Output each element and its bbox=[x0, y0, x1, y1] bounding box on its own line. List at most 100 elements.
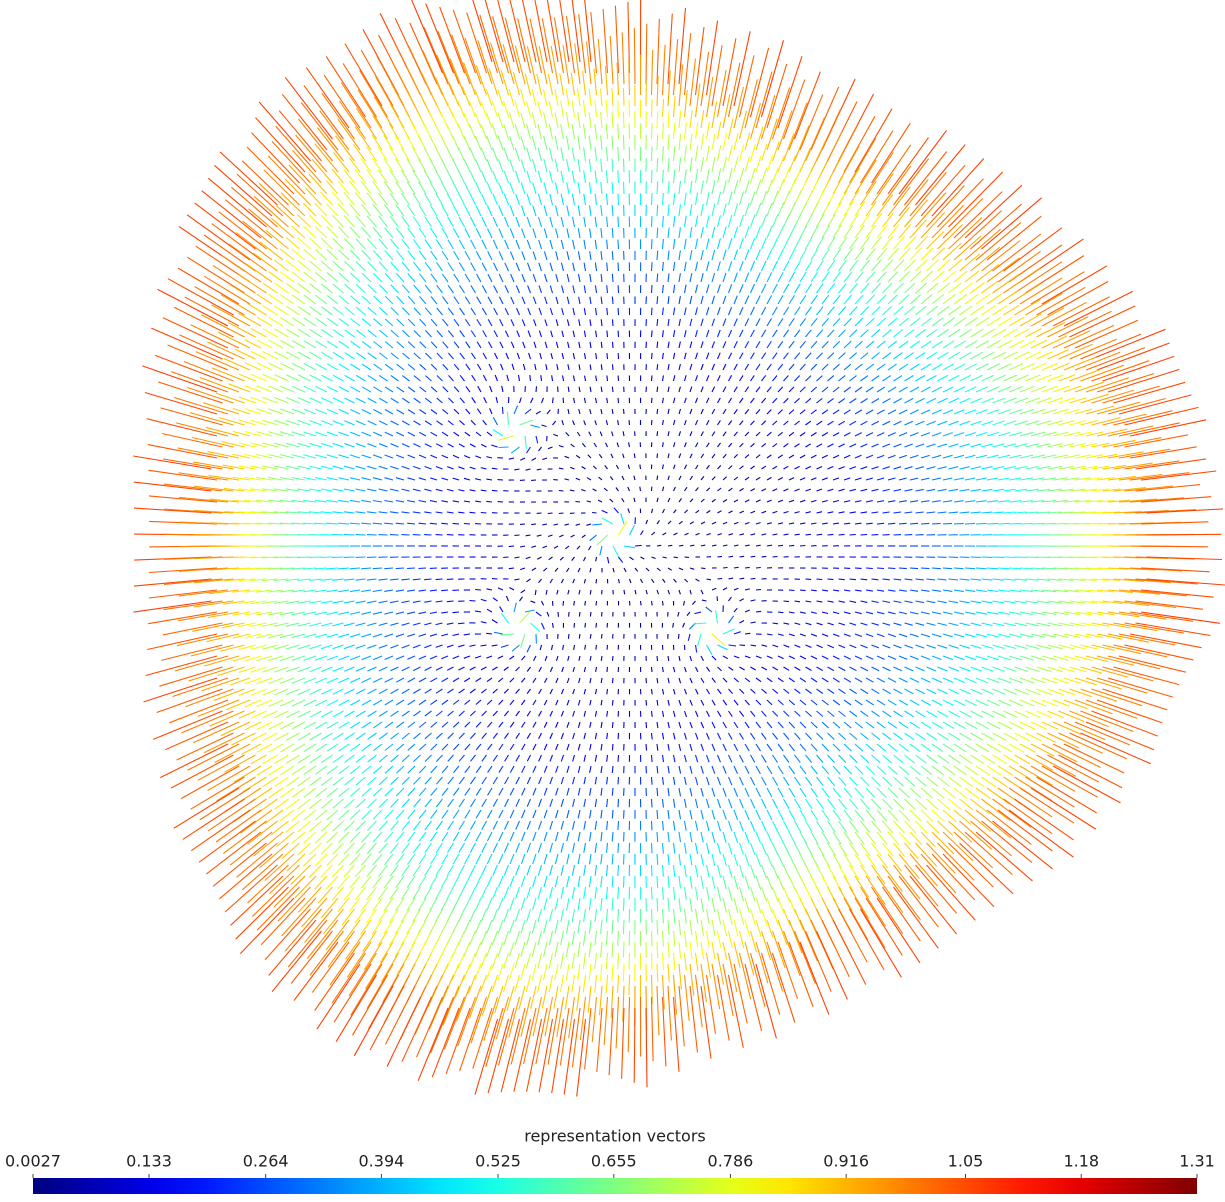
vector bbox=[783, 420, 789, 426]
vector bbox=[854, 454, 862, 459]
vector bbox=[915, 710, 926, 718]
vector bbox=[401, 215, 410, 228]
vector bbox=[992, 644, 1005, 650]
vector bbox=[981, 280, 999, 294]
vector bbox=[1008, 677, 1023, 684]
vector bbox=[497, 112, 504, 129]
vector bbox=[915, 644, 925, 649]
vector bbox=[882, 236, 894, 250]
vector bbox=[755, 179, 762, 195]
vector bbox=[931, 317, 944, 327]
vector bbox=[402, 352, 410, 360]
vector bbox=[860, 282, 870, 294]
vector bbox=[970, 710, 983, 718]
vector bbox=[904, 666, 914, 672]
vector bbox=[755, 809, 762, 821]
vector bbox=[1019, 362, 1035, 371]
vector bbox=[942, 633, 953, 638]
vector bbox=[267, 522, 284, 525]
vector bbox=[401, 488, 410, 492]
vector bbox=[549, 820, 554, 830]
vector bbox=[656, 544, 662, 547]
vector bbox=[694, 192, 699, 206]
vector bbox=[321, 420, 333, 426]
vector bbox=[435, 170, 443, 184]
vector bbox=[566, 296, 570, 305]
vector bbox=[981, 511, 993, 514]
vector bbox=[926, 282, 939, 294]
vector bbox=[651, 578, 655, 583]
vector bbox=[554, 135, 559, 151]
vector bbox=[920, 677, 931, 683]
vector bbox=[208, 474, 240, 481]
vector bbox=[389, 578, 399, 581]
vector bbox=[474, 89, 482, 107]
vector bbox=[871, 754, 881, 764]
vector bbox=[509, 135, 515, 151]
vector bbox=[1096, 372, 1155, 393]
vector bbox=[279, 476, 295, 481]
vector bbox=[315, 699, 328, 707]
vector bbox=[291, 699, 306, 707]
vector bbox=[474, 112, 482, 129]
vector bbox=[959, 282, 974, 294]
vector bbox=[361, 721, 372, 729]
vector bbox=[445, 100, 455, 118]
vector bbox=[446, 622, 454, 625]
vector bbox=[222, 464, 245, 470]
vector bbox=[865, 432, 874, 437]
vector bbox=[278, 110, 322, 162]
vector bbox=[854, 500, 862, 503]
vector bbox=[232, 633, 251, 639]
vector bbox=[592, 488, 597, 492]
vector bbox=[232, 611, 251, 616]
vector bbox=[320, 214, 333, 228]
vector bbox=[1074, 677, 1097, 686]
vector bbox=[482, 419, 487, 426]
vector bbox=[535, 410, 541, 415]
vector bbox=[326, 294, 339, 305]
vector bbox=[555, 274, 559, 283]
vector bbox=[700, 544, 706, 547]
vector bbox=[527, 285, 532, 294]
vector bbox=[761, 465, 767, 470]
vector bbox=[827, 533, 834, 536]
vector bbox=[280, 339, 295, 349]
vector bbox=[794, 776, 801, 786]
vector bbox=[672, 622, 675, 628]
vector bbox=[407, 341, 416, 349]
vector bbox=[549, 193, 554, 206]
vector bbox=[882, 511, 890, 514]
vector bbox=[771, 190, 779, 206]
vector bbox=[1019, 431, 1034, 437]
vector bbox=[783, 213, 790, 228]
vector bbox=[487, 296, 493, 305]
vector bbox=[418, 787, 427, 797]
vector bbox=[538, 666, 542, 672]
vector bbox=[170, 754, 234, 789]
vector bbox=[320, 644, 333, 650]
vector bbox=[860, 820, 871, 833]
vector bbox=[656, 134, 659, 151]
vector bbox=[766, 249, 773, 261]
vector bbox=[394, 135, 405, 151]
vector bbox=[805, 488, 811, 492]
vector bbox=[597, 499, 603, 503]
vector bbox=[981, 351, 995, 360]
vector bbox=[349, 633, 361, 638]
vector bbox=[487, 809, 493, 819]
vector bbox=[645, 519, 649, 525]
vector bbox=[401, 238, 410, 250]
vector bbox=[810, 611, 817, 614]
vector bbox=[441, 454, 449, 459]
vector bbox=[384, 831, 394, 843]
vector bbox=[727, 144, 733, 162]
vector bbox=[401, 820, 410, 831]
vector bbox=[678, 7, 687, 85]
vector bbox=[475, 182, 482, 195]
vector bbox=[1085, 454, 1104, 459]
vector bbox=[303, 743, 317, 753]
vector bbox=[349, 655, 361, 661]
vector bbox=[418, 765, 427, 774]
vector bbox=[904, 710, 915, 718]
